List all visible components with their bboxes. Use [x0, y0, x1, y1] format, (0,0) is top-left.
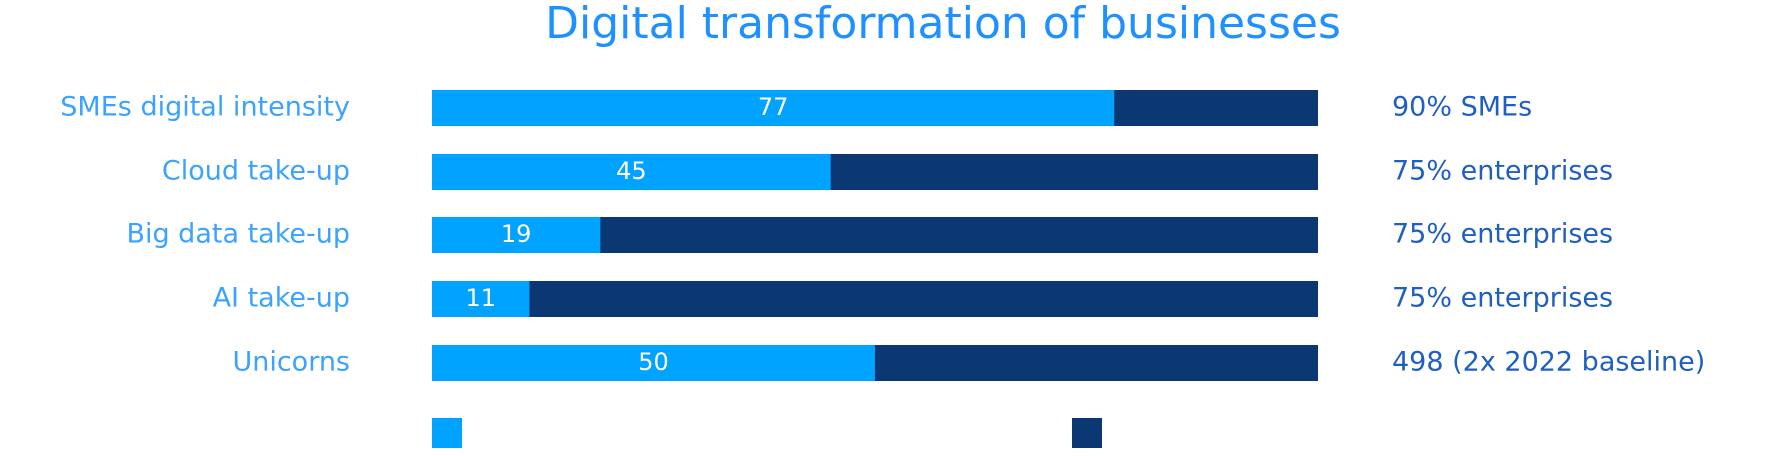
bar — [432, 281, 1318, 317]
value-label: 77 — [758, 93, 789, 121]
bar — [432, 154, 831, 190]
bar — [432, 217, 601, 253]
bar — [432, 90, 1115, 126]
category-label: SMEs digital intensity — [60, 92, 350, 123]
category-label: AI take-up — [213, 283, 350, 314]
legend-swatch — [1072, 418, 1102, 448]
category-label: Cloud take-up — [162, 156, 350, 187]
target-label: 75% enterprises — [1392, 219, 1613, 250]
legend-swatch — [432, 418, 462, 448]
legend-label: 2030 TARGET — [1124, 420, 1288, 445]
target-label: 75% enterprises — [1392, 156, 1613, 187]
value-label: 19 — [501, 220, 532, 248]
target-label: 90% SMEs — [1392, 92, 1532, 123]
category-label: Big data take-up — [126, 219, 350, 250]
target-label: 498 (2x 2022 baseline) — [1392, 347, 1705, 378]
value-label: 50 — [638, 348, 669, 376]
chart-title: Digital transformation of businesses — [545, 0, 1341, 49]
legend-label: Now — [484, 420, 538, 445]
legend-swatch — [718, 418, 748, 448]
value-label: 45 — [616, 157, 647, 185]
target-label: 75% enterprises — [1392, 283, 1613, 314]
value-label: 11 — [465, 284, 496, 312]
category-label: Unicorns — [232, 347, 350, 378]
bar — [432, 345, 875, 381]
legend-label: Expected trend — [770, 420, 959, 445]
bar — [432, 281, 530, 317]
